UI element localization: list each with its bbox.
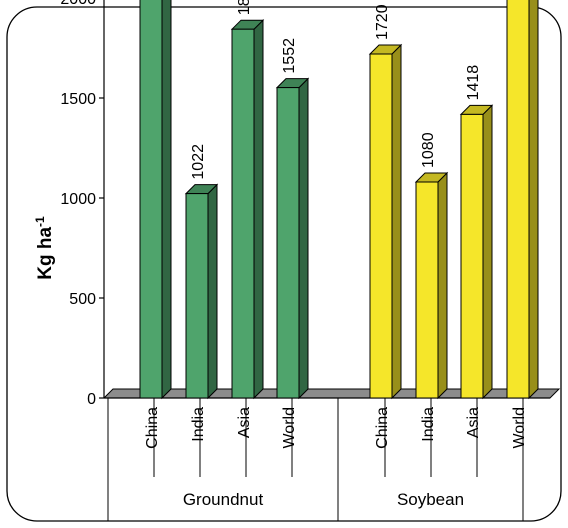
- y-axis: 050010001500200025003000: [60, 0, 105, 408]
- bar-front-face: [139, 0, 163, 399]
- bar-groundnut-world: [275, 77, 310, 400]
- bar-soybean-china: [368, 43, 403, 400]
- data-label: 1844: [236, 0, 253, 15]
- bar-front-face: [231, 28, 255, 399]
- bar-soybean-world: [506, 0, 539, 400]
- bar-front-face: [415, 181, 439, 399]
- y-tick-label: 500: [69, 291, 96, 308]
- data-label: 1080: [420, 132, 437, 168]
- group-label: Soybean: [397, 490, 464, 509]
- y-axis-title-text: Kg ha: [35, 227, 56, 280]
- y-axis-title: Kg ha-1: [33, 216, 56, 280]
- data-label: 1418: [465, 65, 482, 101]
- category-label: China: [374, 407, 391, 449]
- data-label: 1720: [374, 4, 391, 40]
- bar-side-face: [253, 18, 264, 400]
- y-tick-label: 2000: [60, 0, 96, 8]
- y-tick-label: 1500: [60, 91, 96, 108]
- bar-front-face: [185, 193, 209, 399]
- bar-front-face: [506, 0, 530, 399]
- bar-front-face: [460, 113, 484, 399]
- bar-side-face: [391, 43, 402, 400]
- category-label: China: [144, 407, 161, 449]
- bar-side-face: [528, 0, 539, 400]
- bar-groundnut-asia: [230, 18, 265, 400]
- data-label: 1552: [281, 38, 298, 74]
- svg-text:Kg ha-1: Kg ha-1: [33, 216, 56, 280]
- y-tick-label: 1000: [60, 191, 96, 208]
- category-label: World: [511, 407, 528, 449]
- bar-groundnut-china: [139, 0, 172, 400]
- category-axis: China India Asia World Groundnut China India As…: [107, 397, 528, 521]
- y-tick-label: 0: [87, 391, 96, 408]
- bar-front-face: [276, 87, 300, 399]
- bar-side-face: [161, 0, 172, 400]
- category-label: World: [281, 407, 298, 449]
- data-label: 1022: [190, 144, 207, 180]
- category-label: India: [420, 407, 437, 442]
- data-labels: 29961022184415521720108014182313: [190, 0, 482, 180]
- bar-side-face: [482, 104, 493, 400]
- bar-side-face: [437, 171, 448, 400]
- bar-groundnut-india: [184, 183, 219, 400]
- bars: [139, 0, 539, 400]
- group-label: Groundnut: [183, 490, 264, 509]
- bar-soybean-asia: [459, 104, 494, 400]
- y-axis-title-superscript: -1: [33, 216, 47, 227]
- bar-side-face: [298, 77, 309, 400]
- bar-soybean-india: [414, 171, 449, 400]
- bar-side-face: [207, 183, 218, 400]
- category-label: Asia: [236, 407, 253, 438]
- bar-front-face: [369, 53, 393, 399]
- category-label: Asia: [465, 407, 482, 438]
- category-label: India: [190, 407, 207, 442]
